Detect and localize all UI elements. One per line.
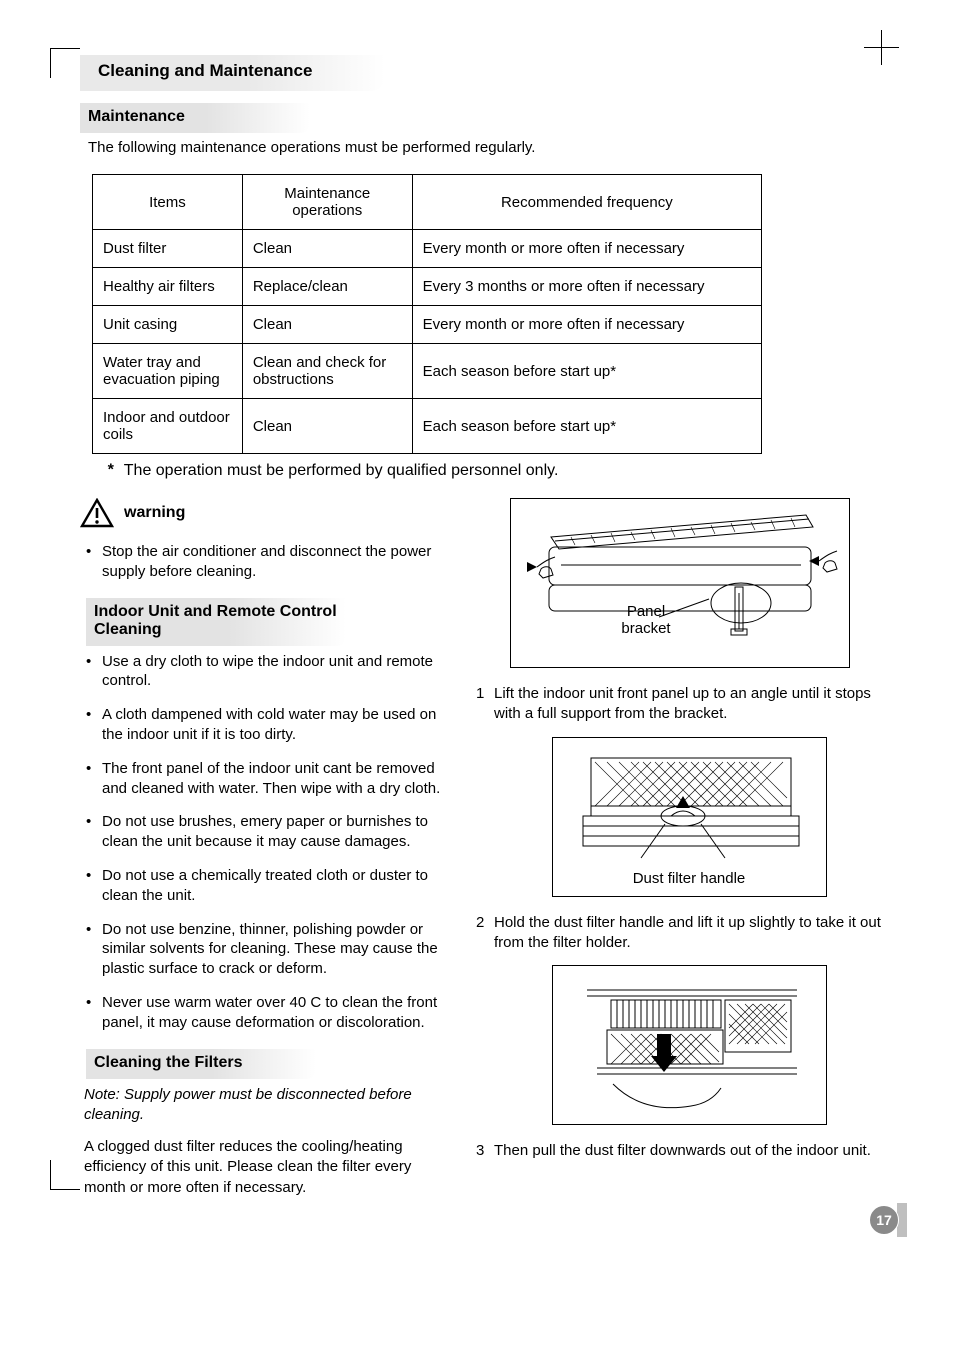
list-item: A cloth dampened with cold water may be … <box>84 705 450 745</box>
step-text: Lift the indoor unit front panel up to a… <box>494 685 871 722</box>
list-item: Stop the air conditioner and disconnect … <box>84 542 450 582</box>
warning-heading: warning <box>80 498 450 528</box>
figure-pull-filter <box>552 965 827 1125</box>
crop-mark-bottom-left <box>50 1160 80 1190</box>
filters-note: Note: Supply power must be disconnected … <box>84 1085 450 1126</box>
table-row: Unit casing Clean Every month or more of… <box>93 306 762 344</box>
table-cell: Healthy air filters <box>93 268 243 306</box>
crop-mark-top-right <box>864 47 899 65</box>
list-item: Use a dry cloth to wipe the indoor unit … <box>84 652 450 692</box>
table-cell: Unit casing <box>93 306 243 344</box>
filters-para: A clogged dust filter reduces the coolin… <box>84 1137 450 1198</box>
warning-list: Stop the air conditioner and disconnect … <box>84 542 450 582</box>
crop-mark-top-left <box>50 48 80 78</box>
figure-label-panel-bracket: Panel bracket <box>611 603 681 637</box>
footnote-text: The operation must be performed by quali… <box>124 462 559 479</box>
filter-steps: Lift the indoor unit front panel up to a… <box>476 684 884 1161</box>
maintenance-footnote: * The operation must be performed by qua… <box>106 462 884 480</box>
step-text: Then pull the dust filter downwards out … <box>494 1142 871 1159</box>
table-cell: Clean and check for obstructions <box>242 344 412 399</box>
table-row: Indoor and outdoor coils Clean Each seas… <box>93 399 762 454</box>
table-header: Maintenance operations <box>242 175 412 230</box>
list-item: Do not use a chemically treated cloth or… <box>84 866 450 906</box>
table-header-row: Items Maintenance operations Recommended… <box>93 175 762 230</box>
footnote-star: * <box>106 462 116 480</box>
table-row: Water tray and evacuation piping Clean a… <box>93 344 762 399</box>
list-item: The front panel of the indoor unit cant … <box>84 759 450 799</box>
table-cell: Indoor and outdoor coils <box>93 399 243 454</box>
table-cell: Each season before start up* <box>412 399 761 454</box>
table-cell: Every month or more often if necessary <box>412 306 761 344</box>
table-cell: Dust filter <box>93 230 243 268</box>
step-item: Lift the indoor unit front panel up to a… <box>476 684 884 897</box>
table-row: Dust filter Clean Every month or more of… <box>93 230 762 268</box>
table-cell: Clean <box>242 306 412 344</box>
list-item: Never use warm water over 40 C to clean … <box>84 993 450 1033</box>
section-title: Cleaning and Maintenance <box>80 55 385 91</box>
table-cell: Clean <box>242 230 412 268</box>
table-cell: Replace/clean <box>242 268 412 306</box>
table-header: Items <box>93 175 243 230</box>
table-row: Healthy air filters Replace/clean Every … <box>93 268 762 306</box>
step-item: Then pull the dust filter downwards out … <box>476 1141 884 1161</box>
indoor-cleaning-list: Use a dry cloth to wipe the indoor unit … <box>84 652 450 1033</box>
maintenance-table: Items Maintenance operations Recommended… <box>92 174 762 454</box>
table-header: Recommended frequency <box>412 175 761 230</box>
warning-label: warning <box>124 504 185 522</box>
list-item: Do not use brushes, emery paper or burni… <box>84 812 450 852</box>
figure-panel-open: Panel bracket <box>510 498 850 668</box>
table-cell: Every month or more often if necessary <box>412 230 761 268</box>
step-item: Hold the dust filter handle and lift it … <box>476 913 884 1126</box>
figure-filter-handle: Dust filter handle <box>552 737 827 897</box>
maintenance-intro: The following maintenance operations mus… <box>88 139 884 156</box>
filters-heading: Cleaning the Filters <box>86 1049 316 1079</box>
table-cell: Water tray and evacuation piping <box>93 344 243 399</box>
table-cell: Clean <box>242 399 412 454</box>
table-cell: Every 3 months or more often if necessar… <box>412 268 761 306</box>
indoor-cleaning-heading: Indoor Unit and Remote Control Cleaning <box>86 598 346 646</box>
list-item: Do not use benzine, thinner, polishing p… <box>84 920 450 979</box>
page-number-badge: 17 <box>869 1205 899 1235</box>
table-cell: Each season before start up* <box>412 344 761 399</box>
step-text: Hold the dust filter handle and lift it … <box>494 914 881 951</box>
warning-triangle-icon <box>80 498 114 528</box>
maintenance-heading: Maintenance <box>80 103 310 133</box>
figure-label-dust-filter-handle: Dust filter handle <box>553 869 826 889</box>
